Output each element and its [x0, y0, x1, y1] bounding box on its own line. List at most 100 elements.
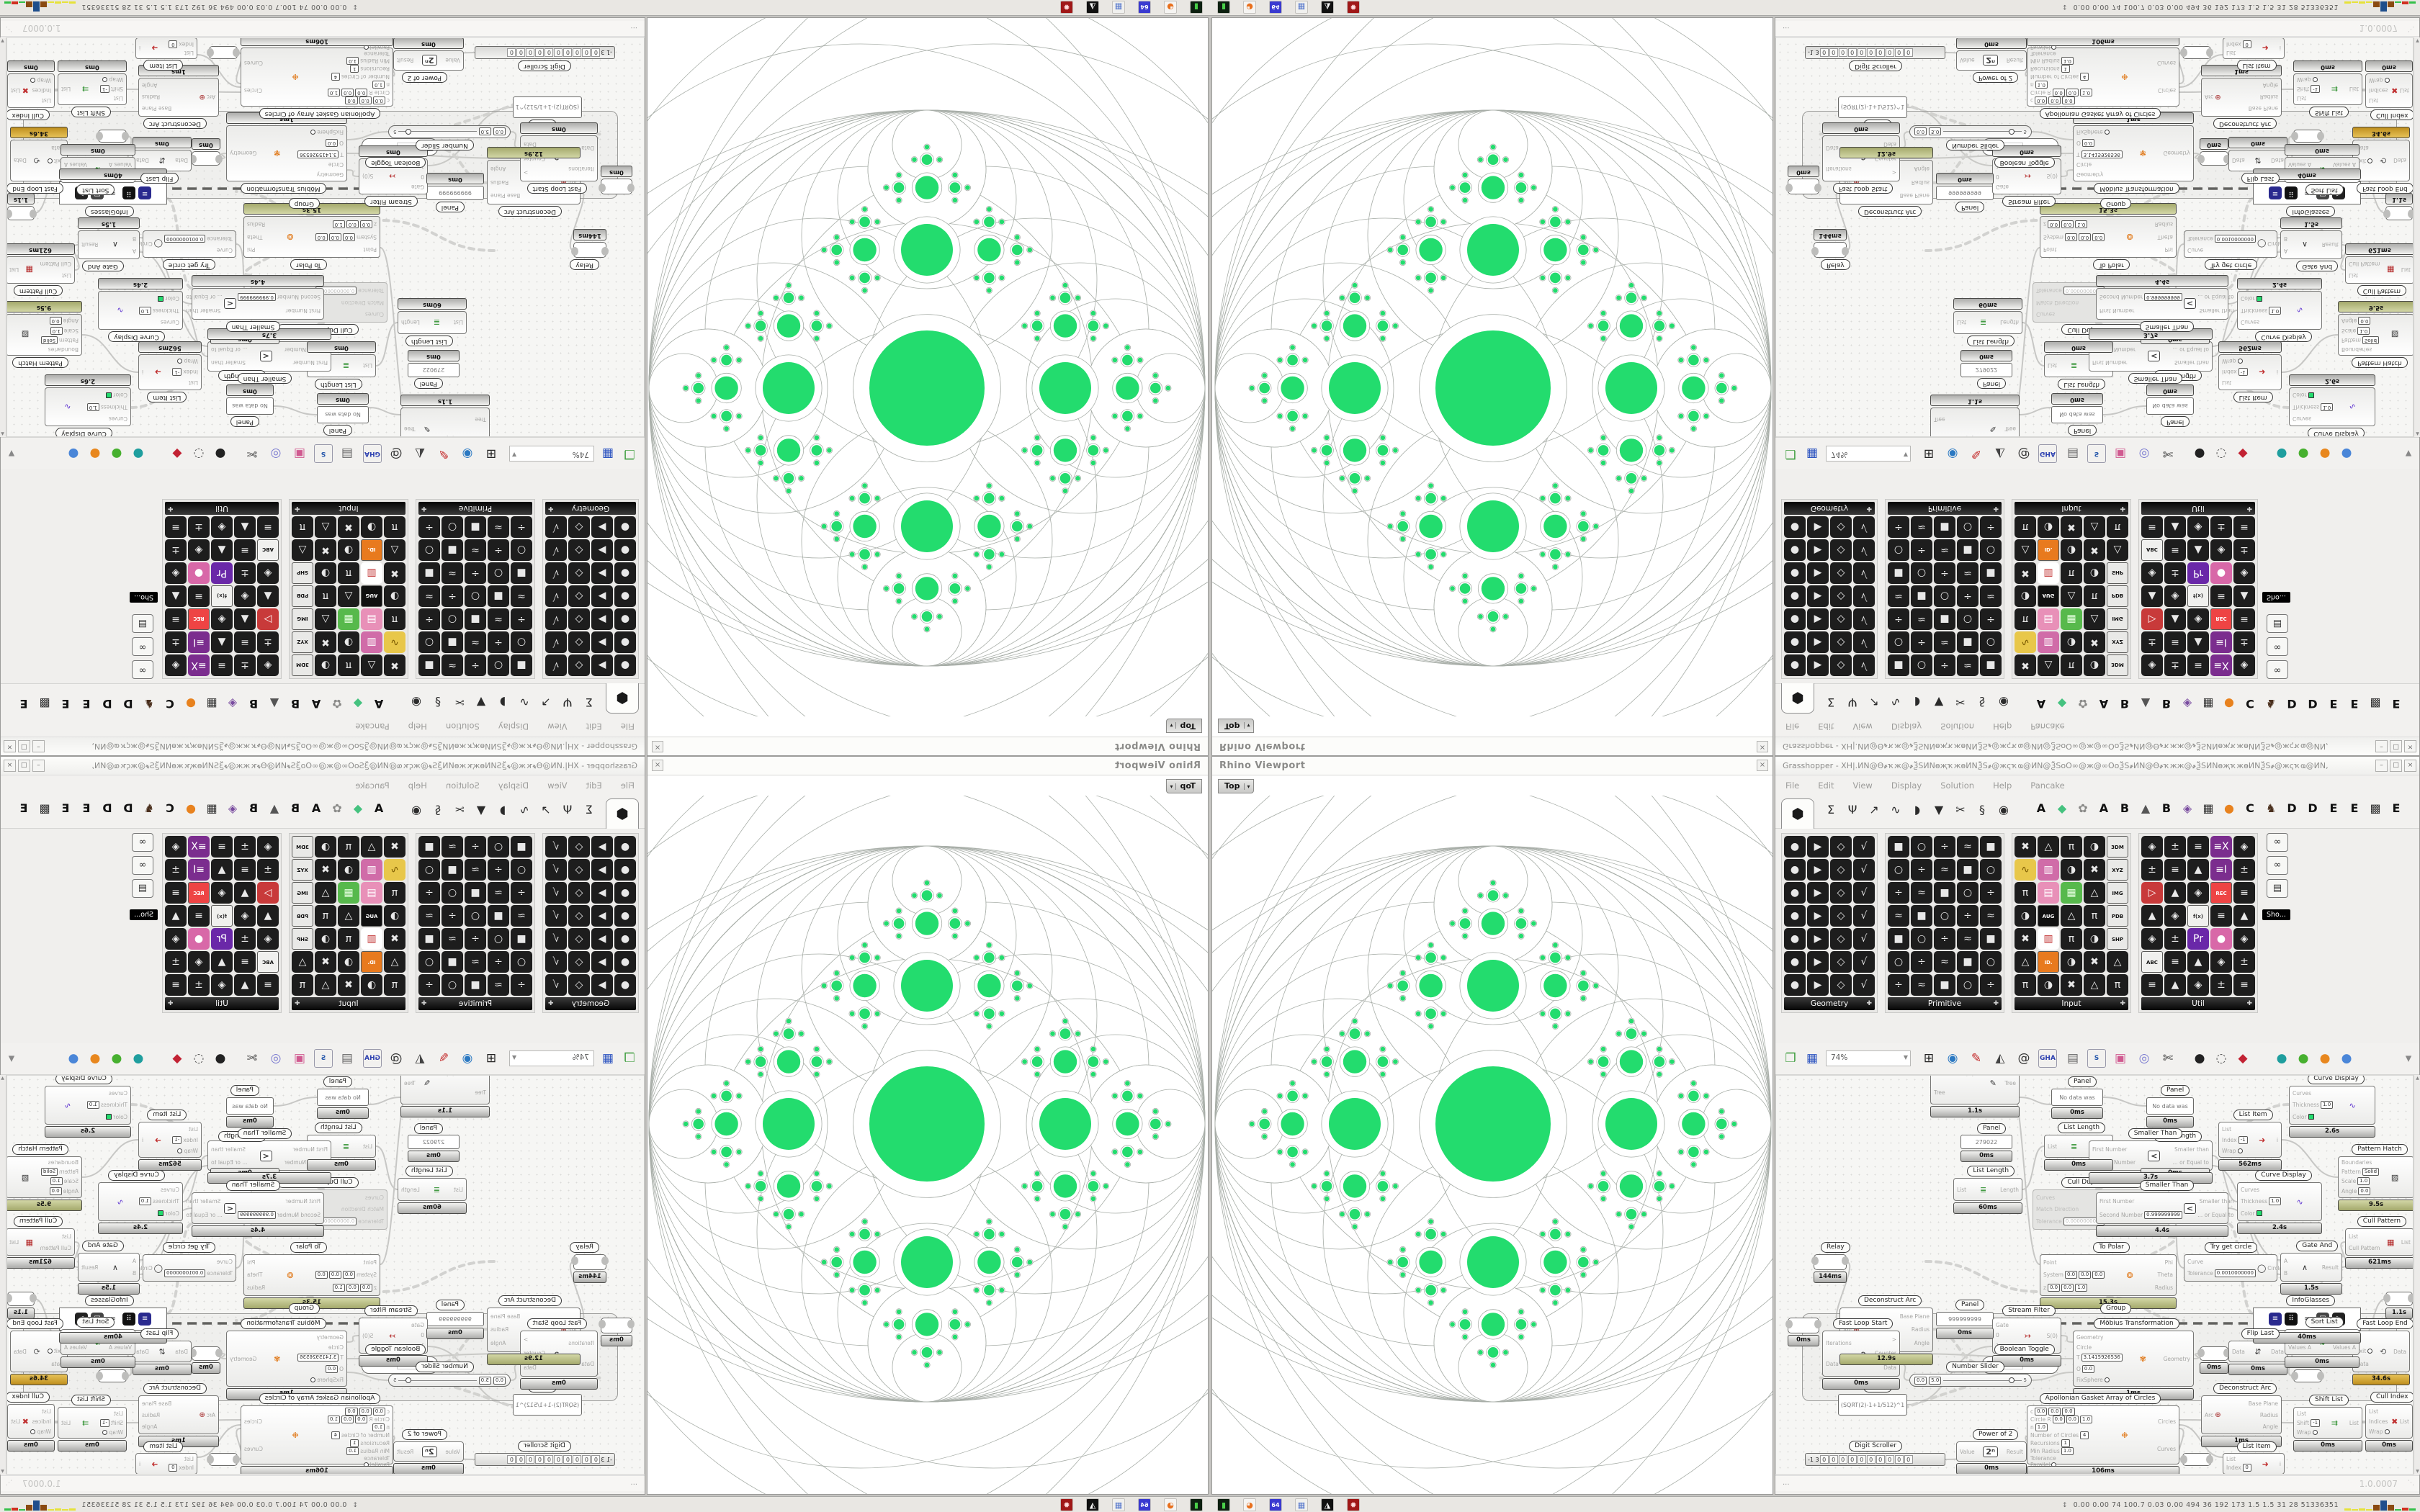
balloon-teal-icon[interactable]: ●: [2276, 1051, 2287, 1066]
component-icon[interactable]: ÷: [511, 608, 532, 630]
component-icon[interactable]: ◇: [1830, 859, 1852, 881]
gh-node-relay[interactable]: [601, 1318, 632, 1333]
at-icon[interactable]: @: [390, 1051, 403, 1066]
component-icon[interactable]: ≡X: [188, 836, 210, 858]
component-icon[interactable]: ✖: [2061, 974, 2082, 996]
tab-plugin[interactable]: ◈: [228, 697, 238, 711]
component-icon[interactable]: ▤: [2038, 882, 2059, 904]
grasshopper-canvas[interactable]: Clean TreeRemove EmptyTree✎Tree1.1sPanel…: [1775, 37, 2414, 437]
tab-plugin[interactable]: ◆: [353, 801, 363, 815]
component-icon[interactable]: ▥: [2038, 562, 2059, 584]
palette-label[interactable]: Input ✚: [2015, 997, 2128, 1010]
resize-grip-icon[interactable]: ⋱: [2408, 1480, 2415, 1487]
component-icon[interactable]: XYZ: [2107, 859, 2128, 881]
tab-category-icon[interactable]: ↗: [1869, 696, 1879, 709]
component-icon[interactable]: π: [2015, 608, 2036, 630]
component-icon[interactable]: ÷: [1934, 654, 1955, 676]
gh-node-m-bius-transformation[interactable]: Geometry Circle T 3.1415926536 O 0.0 FixSphere…: [2073, 125, 2194, 181]
node-label[interactable]: Stream Filter: [2002, 196, 2056, 207]
red-app-icon[interactable]: ✹: [1060, 1, 1073, 14]
terminal-icon[interactable]: ▮: [1190, 1, 1203, 14]
gh-node-number-slider[interactable]: 0.0 5.0 5: [1909, 1374, 2032, 1387]
component-icon[interactable]: ▶: [1807, 836, 1829, 858]
node-label[interactable]: Panel: [2068, 425, 2097, 436]
component-icon[interactable]: √: [1853, 836, 1875, 858]
gh-node-panel[interactable]: (SQRT(2)-1+1/512)^1: [513, 96, 582, 118]
tab-plugin[interactable]: ▲: [269, 801, 279, 815]
package-icon[interactable]: ▣: [2114, 446, 2127, 461]
component-icon[interactable]: ○: [1911, 654, 1932, 676]
component-icon[interactable]: ÷: [1888, 608, 1909, 630]
component-icon[interactable]: ≡: [2233, 608, 2255, 630]
gh-node-apollonian-gasket-array-of-circles[interactable]: c 0.0 0.0 0.0 Circle R 0.0 0.0 1.0 n 1.0 Number of…: [241, 44, 393, 107]
component-icon[interactable]: XYZ: [292, 859, 313, 881]
component-icon[interactable]: ≡: [2233, 516, 2255, 538]
component-icon[interactable]: ▲: [2164, 882, 2186, 904]
tab-plugin[interactable]: C: [166, 801, 174, 815]
tab-plugin[interactable]: B: [290, 697, 300, 711]
menu-item-edit[interactable]: Edit: [1818, 721, 1834, 732]
component-icon[interactable]: ■: [1888, 836, 1909, 858]
node-label[interactable]: Flip Last: [140, 1328, 179, 1339]
component-icon[interactable]: ■: [418, 654, 440, 676]
component-icon[interactable]: ●: [614, 928, 636, 950]
component-icon[interactable]: √: [545, 631, 567, 653]
component-icon[interactable]: ∿: [2015, 859, 2036, 881]
component-icon[interactable]: ■: [511, 562, 532, 584]
component-icon[interactable]: f(x): [2187, 905, 2209, 927]
component-icon[interactable]: REC: [2210, 608, 2232, 630]
component-icon[interactable]: △: [361, 836, 382, 858]
component-icon[interactable]: ±: [165, 951, 187, 973]
viewport-projection-tab[interactable]: Top▾: [1166, 779, 1202, 793]
zoom-extents-icon[interactable]: ⊞: [1923, 446, 1935, 461]
gh-node-relay[interactable]: [2197, 1346, 2231, 1361]
node-label[interactable]: Deconstruct Arc: [1858, 206, 1922, 217]
node-label[interactable]: Panel: [1977, 1123, 2007, 1134]
gimp-icon[interactable]: ◮: [1321, 1, 1334, 14]
tab-plugin[interactable]: ▩: [39, 801, 50, 815]
component-icon[interactable]: ○: [488, 928, 509, 950]
component-icon[interactable]: △: [2015, 539, 2036, 561]
terminal-icon[interactable]: ▮: [1217, 1498, 1230, 1511]
node-label[interactable]: List Item: [2236, 60, 2277, 71]
component-icon[interactable]: ▥: [361, 631, 382, 653]
component-icon[interactable]: ○: [1911, 928, 1932, 950]
component-icon[interactable]: ▶: [1807, 562, 1829, 584]
gh-node-list-length[interactable]: List≣Length: [1953, 311, 2022, 334]
balloon-orange-icon[interactable]: ●: [2319, 446, 2331, 461]
window-button[interactable]: □: [2390, 760, 2402, 772]
gh-node-panel[interactable]: 279022: [408, 363, 460, 377]
gh-node-cull-pattern[interactable]: List Cull Pattern ▦ List: [6, 256, 75, 284]
component-icon[interactable]: π: [338, 836, 359, 858]
gh-node-relay[interactable]: [601, 179, 632, 194]
gh-node-panel[interactable]: 999999999: [426, 1312, 484, 1326]
component-icon[interactable]: ▲: [2187, 631, 2209, 653]
component-icon[interactable]: ■: [418, 928, 440, 950]
component-icon[interactable]: 3DM: [292, 836, 313, 858]
open-file-icon[interactable]: ❐: [624, 1051, 635, 1066]
component-icon[interactable]: ◈: [188, 539, 210, 561]
scroll-up-icon[interactable]: ▲: [2416, 1076, 2419, 1081]
component-icon[interactable]: ≈: [418, 905, 440, 927]
component-icon[interactable]: IMG: [292, 882, 313, 904]
component-icon[interactable]: ▲: [2164, 608, 2186, 630]
save-icon[interactable]: ▦: [601, 446, 614, 461]
component-icon[interactable]: ABC: [257, 951, 279, 973]
palette-expand-icon[interactable]: ✚: [1866, 1000, 1872, 1007]
component-icon[interactable]: ◈: [2233, 562, 2255, 584]
balloon-orange-icon[interactable]: ●: [89, 1051, 101, 1066]
component-icon[interactable]: ●: [1784, 905, 1806, 927]
gh-node-list-item[interactable]: List Index -1 Wrap ➜ i: [138, 354, 202, 390]
component-icon[interactable]: ±: [2233, 951, 2255, 973]
component-icon[interactable]: ▶: [591, 882, 613, 904]
menu-item-file[interactable]: File: [1785, 780, 1800, 791]
component-icon[interactable]: ±: [2233, 539, 2255, 561]
node-label[interactable]: Fast Loop End: [6, 1318, 63, 1329]
component-icon[interactable]: ▶: [591, 928, 613, 950]
gh-node-smaller-than[interactable]: First Number Second Number 0.999999999 < Sma…: [186, 1192, 324, 1224]
gh-node-list-length[interactable]: List≣Length: [1953, 1178, 2022, 1201]
component-icon[interactable]: ÷: [465, 654, 486, 676]
menu-item-solution[interactable]: Solution: [1940, 780, 1975, 791]
component-icon[interactable]: ◈: [2210, 951, 2232, 973]
gh-node-panel[interactable]: No data was: [2146, 397, 2194, 415]
